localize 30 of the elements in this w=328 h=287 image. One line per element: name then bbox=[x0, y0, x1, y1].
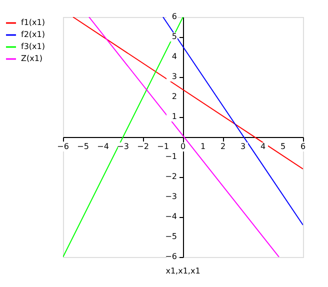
y-tick-label: −2 bbox=[165, 172, 177, 181]
y-tick-label: −6 bbox=[165, 252, 177, 261]
x-tick-label: 6 bbox=[300, 142, 306, 151]
x-tick-label: −3 bbox=[117, 142, 129, 151]
legend-label: f2(x1) bbox=[21, 30, 45, 39]
x-tick-label: −5 bbox=[77, 142, 89, 151]
y-tick-label: 4 bbox=[172, 52, 177, 61]
y-tick-label: −1 bbox=[165, 152, 177, 161]
x-tick-label: −6 bbox=[57, 142, 69, 151]
y-tick-label: 5 bbox=[172, 32, 177, 41]
x-tick-label: 1 bbox=[200, 142, 206, 151]
legend-label: f1(x1) bbox=[21, 18, 45, 27]
x-tick-label: 3 bbox=[240, 142, 246, 151]
y-tick-label: −4 bbox=[165, 212, 177, 221]
y-tick-label: 2 bbox=[172, 92, 177, 101]
x-tick-label: 2 bbox=[220, 142, 226, 151]
y-tick-label: 1 bbox=[172, 112, 177, 121]
y-tick-label: 6 bbox=[172, 12, 177, 21]
y-tick-label: −3 bbox=[165, 192, 177, 201]
x-tick-label: 4 bbox=[260, 142, 266, 151]
x-axis-title: x1,x1,x1 bbox=[166, 266, 200, 276]
y-tick-label: −5 bbox=[165, 232, 177, 241]
x-tick-label: −1 bbox=[157, 142, 169, 151]
x-tick-label: −4 bbox=[97, 142, 109, 151]
legend-label: f3(x1) bbox=[21, 42, 45, 51]
x-tick-label: 0 bbox=[180, 142, 186, 151]
legend-label: Z(x1) bbox=[21, 54, 43, 63]
x-tick-label: 5 bbox=[280, 142, 286, 151]
y-tick-label: 3 bbox=[172, 72, 177, 81]
x-tick-label: −2 bbox=[137, 142, 149, 151]
